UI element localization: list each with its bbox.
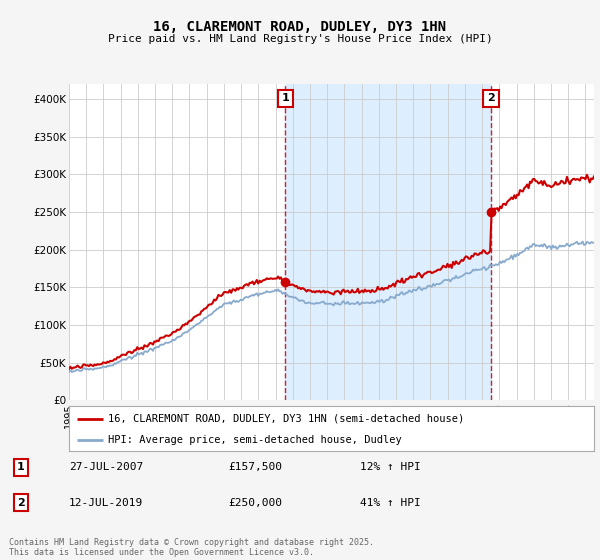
Text: 1: 1 [17,462,25,472]
Bar [286,84,491,400]
Text: 1: 1 [281,94,289,104]
Text: HPI: Average price, semi-detached house, Dudley: HPI: Average price, semi-detached house,… [109,435,402,445]
Text: £157,500: £157,500 [228,462,282,472]
Text: 2: 2 [17,498,25,508]
Text: 12% ↑ HPI: 12% ↑ HPI [360,462,421,472]
Text: 12-JUL-2019: 12-JUL-2019 [69,498,143,508]
Text: 16, CLAREMONT ROAD, DUDLEY, DY3 1HN: 16, CLAREMONT ROAD, DUDLEY, DY3 1HN [154,20,446,34]
Text: 2: 2 [487,94,495,104]
Text: £250,000: £250,000 [228,498,282,508]
Text: 16, CLAREMONT ROAD, DUDLEY, DY3 1HN (semi-detached house): 16, CLAREMONT ROAD, DUDLEY, DY3 1HN (sem… [109,413,464,423]
Text: Contains HM Land Registry data © Crown copyright and database right 2025.
This d: Contains HM Land Registry data © Crown c… [9,538,374,557]
Text: 41% ↑ HPI: 41% ↑ HPI [360,498,421,508]
Text: Price paid vs. HM Land Registry's House Price Index (HPI): Price paid vs. HM Land Registry's House … [107,34,493,44]
Text: 27-JUL-2007: 27-JUL-2007 [69,462,143,472]
